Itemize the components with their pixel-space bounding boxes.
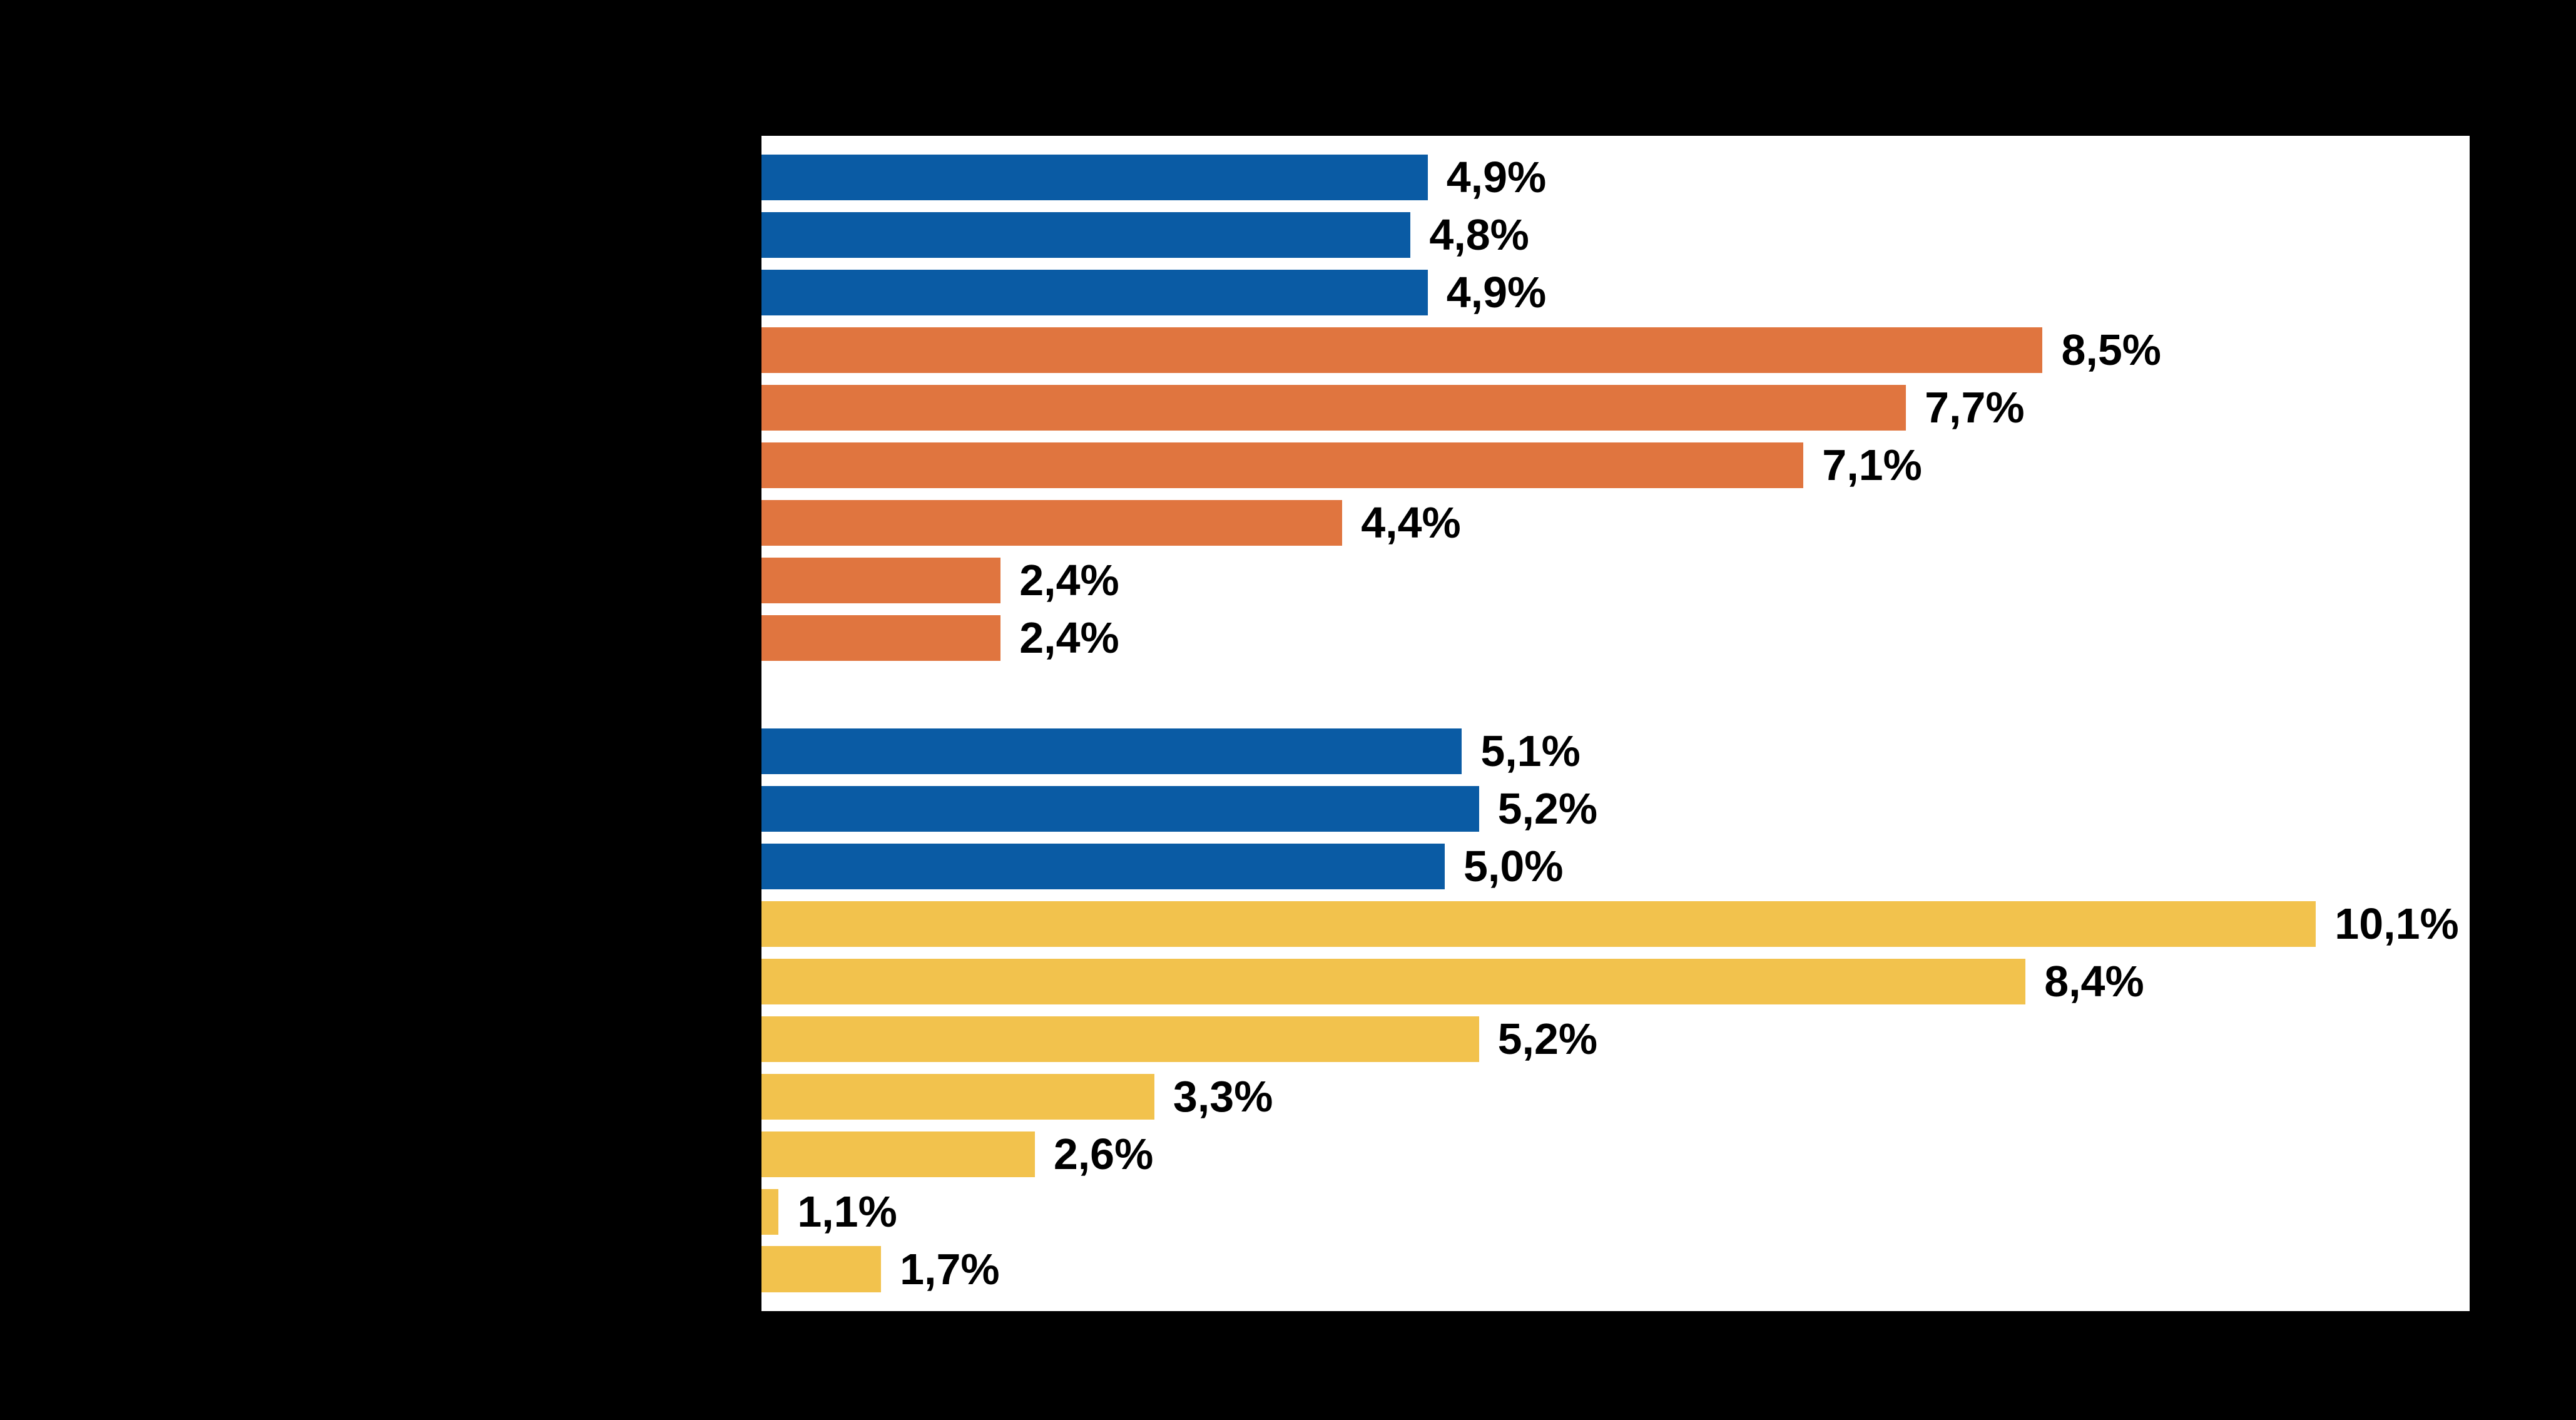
- bar-value-label: 4,9%: [1446, 268, 1547, 317]
- bar-row: 7,7%: [761, 379, 2470, 436]
- bar: [761, 327, 2043, 374]
- bar-row: 2,4%: [761, 551, 2470, 609]
- bar-value-label: 4,4%: [1361, 498, 1461, 548]
- bar-value-label: 5,2%: [1497, 784, 1598, 834]
- bar: [761, 901, 2316, 948]
- bar-value-label: 2,6%: [1053, 1130, 1154, 1179]
- bar-row: 4,9%: [761, 263, 2470, 321]
- bar-row: 2,4%: [761, 609, 2470, 667]
- bar: [761, 499, 1343, 546]
- bar: [761, 843, 1445, 890]
- bar-row: 5,2%: [761, 1010, 2470, 1068]
- bar-row: 4,9%: [761, 148, 2470, 206]
- bar-value-label: 1,1%: [797, 1187, 897, 1237]
- bar-value-label: 5,2%: [1497, 1014, 1598, 1064]
- bar: [761, 557, 1001, 604]
- bar: [761, 615, 1001, 661]
- bar: [761, 212, 1411, 258]
- bar-row: 8,4%: [761, 953, 2470, 1010]
- bar: [761, 1131, 1035, 1178]
- bar-value-label: 1,7%: [900, 1245, 1000, 1294]
- bar-value-label: 7,1%: [1822, 441, 1922, 490]
- bar-row: 8,5%: [761, 321, 2470, 379]
- bar-row: 5,1%: [761, 722, 2470, 780]
- bar-value-label: 5,0%: [1464, 842, 1564, 891]
- bar-row: 5,2%: [761, 780, 2470, 837]
- bar-value-label: 4,9%: [1446, 153, 1547, 202]
- bar-row: 4,8%: [761, 206, 2470, 263]
- bar: [761, 269, 1428, 316]
- bar: [761, 785, 1479, 832]
- bar: [761, 1073, 1154, 1120]
- bar-value-label: 2,4%: [1019, 556, 1119, 605]
- bar-row: 3,3%: [761, 1068, 2470, 1125]
- bar: [761, 728, 1462, 775]
- bar-value-label: 8,5%: [2061, 325, 2161, 375]
- bar-value-label: 4,8%: [1429, 210, 1529, 260]
- bar-value-label: 7,7%: [1925, 383, 2025, 432]
- bar: [761, 154, 1428, 201]
- bar-row: 1,1%: [761, 1183, 2470, 1240]
- bar-row: 2,6%: [761, 1125, 2470, 1183]
- bar: [761, 442, 1804, 489]
- bar-row: 7,1%: [761, 436, 2470, 494]
- bar-value-label: 3,3%: [1173, 1072, 1273, 1121]
- bar-value-label: 2,4%: [1019, 613, 1119, 663]
- bar-value-label: 5,1%: [1480, 727, 1581, 776]
- bar: [761, 1188, 779, 1235]
- group-spacer: [761, 667, 2470, 722]
- bar-value-label: 10,1%: [2334, 899, 2459, 949]
- bar-value-label: 8,4%: [2044, 957, 2144, 1006]
- bar-row: 4,4%: [761, 494, 2470, 551]
- bar: [761, 1016, 1479, 1063]
- bar-row: 1,7%: [761, 1240, 2470, 1298]
- bar: [761, 384, 1907, 431]
- bar: [761, 958, 2026, 1005]
- bar: [761, 1246, 882, 1293]
- bar-row: 10,1%: [761, 895, 2470, 953]
- plot-area: 4,9% 4,8% 4,9% 8,5% 7,7% 7,1% 4,4% 2,4% …: [761, 135, 2470, 1311]
- bar-row: 5,0%: [761, 837, 2470, 895]
